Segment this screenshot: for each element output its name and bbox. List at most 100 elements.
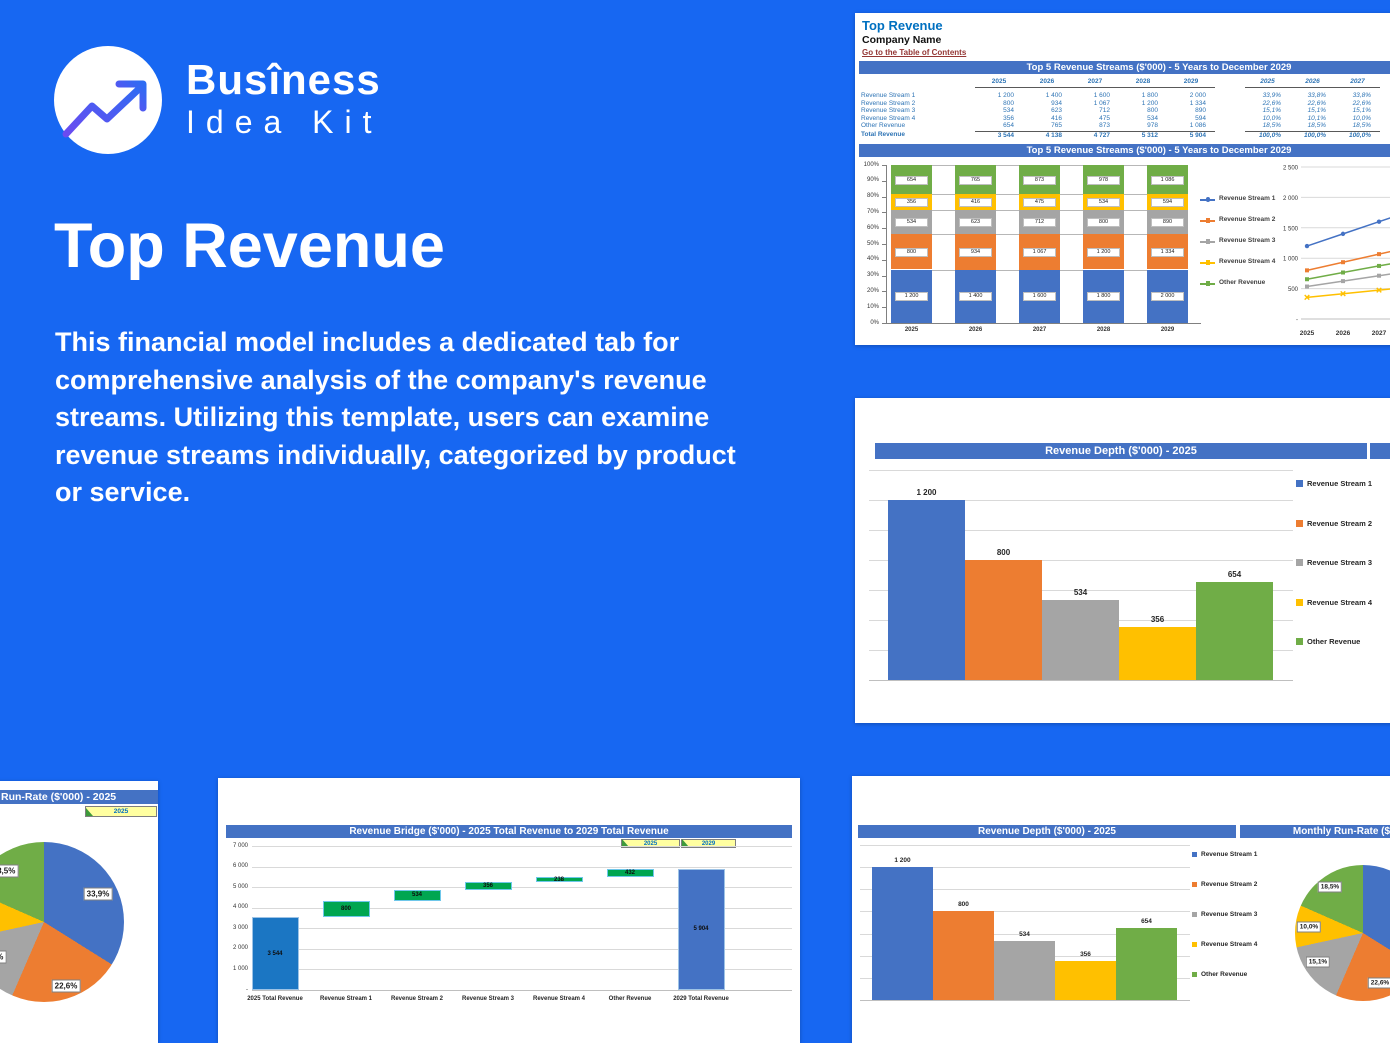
table-cell: 2028 xyxy=(1119,77,1167,88)
bar-value-label: 873 xyxy=(1023,175,1056,185)
legend-marker xyxy=(1205,239,1210,244)
pct-row: 10,0% 10,1% 10,0% xyxy=(1245,115,1390,123)
legend-swatch xyxy=(1192,912,1197,917)
run-rate-pie-chart: 33,9%22,6%15,1%10,0%18,5% xyxy=(0,781,158,1043)
line-marker xyxy=(1377,273,1381,278)
pct-cell: 18,5% xyxy=(1262,122,1281,129)
line-chart-y-label: 1 000 xyxy=(1283,257,1299,263)
bridge-year-from-cell[interactable]: 2025 xyxy=(621,839,680,848)
pct-cell: 22,6% xyxy=(1307,99,1326,107)
bar-value-label: 800 xyxy=(1087,217,1120,227)
pct-cell: 22,6% xyxy=(1262,99,1281,107)
line-chart-x-label: 2026 xyxy=(1336,330,1351,337)
y-axis-tick-label: 80% xyxy=(866,193,879,200)
bridge-bar-value: 356 xyxy=(482,882,493,889)
y-axis-tick-label: 30% xyxy=(866,272,879,279)
bridge-gridline xyxy=(252,887,792,889)
y-axis-tick-mark xyxy=(882,196,886,198)
stacked-bar-chart: 100% 90% 80% 70% 60% 50% 40% 30% 20% 10% 0% 1 200 80… xyxy=(855,153,1390,345)
year-selector-cell[interactable]: 2025 xyxy=(85,806,157,817)
table-cell: 712 xyxy=(1099,107,1110,114)
bridge-y-label: 3 000 xyxy=(232,924,248,931)
legend-label: Revenue Stream 4 xyxy=(1307,597,1373,607)
bridge-year-from: 2025 xyxy=(643,840,658,847)
depth-gridline xyxy=(869,530,1293,531)
bridge-bar-value: 432 xyxy=(624,869,635,876)
company-name: Company Name xyxy=(862,34,942,46)
bar-value-label: 978 xyxy=(1087,175,1120,185)
run-rate-title-bar: Run-Rate ($'000) - 2025 xyxy=(0,790,158,804)
line-marker xyxy=(1304,294,1310,301)
bar-value-label: 1 200 xyxy=(895,292,928,302)
line-marker xyxy=(1341,270,1345,275)
y-axis-tick-mark xyxy=(882,228,886,230)
table-cell: 2029 xyxy=(1167,77,1215,88)
bar-value-label: 765 xyxy=(959,175,992,185)
logo-wordmark-line2: Idea Kit xyxy=(186,104,383,140)
depth-gridline xyxy=(869,560,1293,561)
series-connector-line xyxy=(1060,194,1083,196)
bar-value-label: 654 xyxy=(895,175,928,185)
bridge-y-label: 6 000 xyxy=(232,863,248,870)
pct-cell: 15,1% xyxy=(1352,107,1371,114)
toc-link[interactable]: Go to the Table of Contents xyxy=(862,48,967,57)
table-cell: Revenue Stream 3 xyxy=(861,107,916,114)
card-depth-and-runrate: Revenue Depth ($'000) - 2025 Monthly Run… xyxy=(852,776,1390,1043)
legend-item: Revenue Stream 4 xyxy=(1200,258,1292,267)
bar-value-label: 475 xyxy=(1023,198,1056,208)
table-cell: Revenue Stream 4 xyxy=(861,114,916,122)
legend-label: Revenue Stream 4 xyxy=(1219,258,1276,265)
y-axis-tick-mark xyxy=(882,244,886,245)
bridge-gridline xyxy=(252,969,792,971)
bar-value-label: 1 067 xyxy=(1023,247,1056,257)
bridge-x-label: Revenue Stream 1 xyxy=(319,996,373,1002)
selector-wedge-icon xyxy=(682,839,689,847)
y-axis-tick-mark xyxy=(882,275,886,277)
bar-value-label: 534 xyxy=(1087,198,1120,207)
pct-row: 18,5% 18,5% 18,5% xyxy=(1245,122,1390,130)
depth-gridline xyxy=(860,867,1190,869)
table-cell: 1 086 xyxy=(1189,122,1206,129)
y-axis-tick-label: 100% xyxy=(863,161,879,168)
depth-gridline xyxy=(869,470,1293,471)
legend-swatch xyxy=(1296,559,1303,566)
legend-marker xyxy=(1205,281,1210,286)
logo-circle xyxy=(54,46,162,154)
line-marker xyxy=(1305,277,1309,282)
table-cell: 623 xyxy=(1051,107,1062,114)
y-axis-tick-label: 0% xyxy=(870,319,879,326)
y-axis-tick-mark xyxy=(882,259,886,261)
series-connector-line xyxy=(1124,165,1147,166)
bridge-gridline xyxy=(252,907,792,909)
table-cell: 534 xyxy=(1147,114,1158,122)
card-revenue-depth: Revenue Depth ($'000) - 2025 1 200 800 534… xyxy=(855,398,1390,723)
legend-label: Revenue Stream 2 xyxy=(1219,216,1276,223)
series-connector-line xyxy=(1060,210,1083,211)
y-axis-tick-label: 40% xyxy=(866,256,879,263)
x-axis-category-label: 2027 xyxy=(1032,327,1047,333)
legend-marker xyxy=(1205,218,1210,223)
bridge-waterfall-chart: 7 000 6 000 5 000 4 000 3 000 2 000 1 000 - 3 54… xyxy=(218,778,800,1043)
legend-swatch xyxy=(1192,852,1197,857)
table-cell: 800 xyxy=(1003,99,1014,107)
depth-gridline xyxy=(860,889,1190,891)
bar-value-label: 1 800 xyxy=(1087,292,1120,302)
y-axis-line xyxy=(886,165,887,323)
bridge-year-to-cell[interactable]: 2029 xyxy=(681,839,736,848)
depth-bar-chart: 1 200 800 534 356 654 xyxy=(855,398,1390,723)
bridge-y-label: 5 000 xyxy=(232,883,248,890)
table-cell: 978 xyxy=(1147,122,1158,129)
bridge-y-label: 1 000 xyxy=(232,965,248,972)
x-axis-category-label: 2026 xyxy=(968,327,983,333)
x-axis-category-label: 2029 xyxy=(1160,327,1175,333)
bar-value-label: 934 xyxy=(959,247,992,257)
revenue-pct-table: 2025 2026 2027 33,9% 33,8% 33,8% 22,6% 22,6% 22,… xyxy=(1245,77,1390,143)
monthly-run-rate-pie-chart: 22,6% 15,1% 10,0% 18,5% xyxy=(852,776,1390,1043)
line-marker xyxy=(1341,279,1345,284)
line-marker xyxy=(1377,263,1381,268)
legend-label: Revenue Stream 2 xyxy=(1201,881,1258,888)
table-cell: 765 xyxy=(1051,122,1062,129)
bridge-bar-total: 3 544 xyxy=(251,917,299,990)
card-run-rate-pie: Run-Rate ($'000) - 2025 2025 33,9% 22,6% 1… xyxy=(0,781,158,1043)
